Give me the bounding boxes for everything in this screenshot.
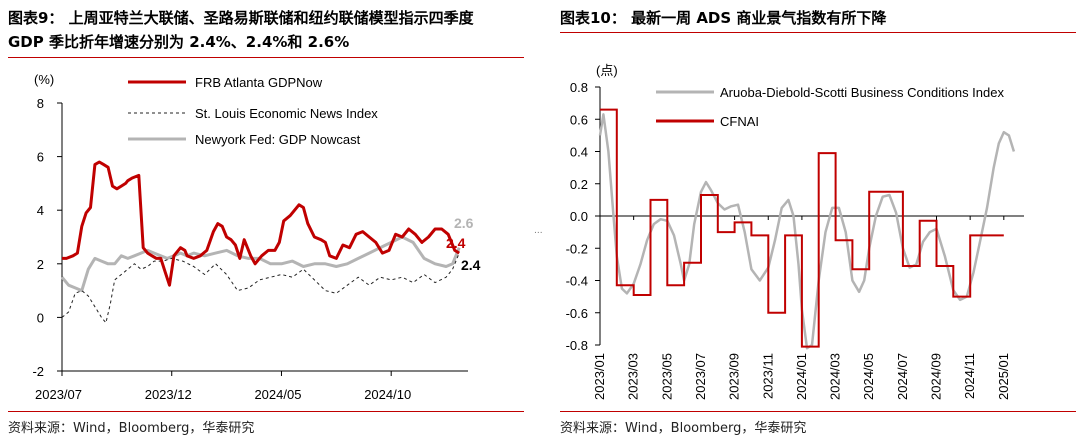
left-title-line-2: GDP 季比折年增速分别为 2.4%、2.4%和 2.6% xyxy=(8,33,350,51)
right-y-tick-label: 0.2 xyxy=(570,177,588,192)
left-x-tick-label: 2023/12 xyxy=(145,387,192,402)
right-x-tick-label: 2024/01 xyxy=(794,353,809,400)
left-end-label-0: 2.4 xyxy=(446,235,466,251)
left-source-text: 资料来源：Wind，Bloomberg，华泰研究 xyxy=(8,421,255,436)
left-series-line-1 xyxy=(61,252,460,324)
left-y-tick-label: 2 xyxy=(37,257,44,272)
left-series-line-2 xyxy=(60,235,461,293)
right-chart: (点) -0.8 -0.6 -0.4 -0.2 0.0 0.2 0.4 0.6 0.8 2023/0… xyxy=(566,63,1024,400)
left-legend-label-1: St. Louis Economic News Index xyxy=(195,106,378,121)
right-source-text: 资料来源：Wind，Bloomberg，华泰研究 xyxy=(560,421,807,436)
right-y-tick-label: 0.4 xyxy=(570,145,588,160)
left-y-tick-label: 0 xyxy=(37,310,44,325)
left-end-label-2: 2.6 xyxy=(454,215,474,231)
left-y-tick-label: 6 xyxy=(37,150,44,165)
right-x-tick-label: 2023/03 xyxy=(626,353,641,400)
left-title-rule xyxy=(8,57,524,58)
right-y-tick-label: -0.2 xyxy=(566,241,588,256)
left-chart-title: 图表9： 上周亚特兰大联储、圣路易斯联储和纽约联储模型指示四季度 GDP 季比折… xyxy=(8,6,528,54)
right-legend-label-1: CFNAI xyxy=(720,114,759,129)
right-x-tick-label: 2023/11 xyxy=(760,353,775,399)
divider-mark: ... xyxy=(534,226,543,236)
left-y-axis-label: (%) xyxy=(34,72,54,87)
left-y-tick-label: -2 xyxy=(32,364,44,379)
left-y-tick-label: 8 xyxy=(37,96,44,111)
right-y-tick-label: 0.8 xyxy=(570,80,588,95)
right-legend-label-0: Aruoba-Diebold-Scotti Business Condition… xyxy=(720,85,1004,100)
right-x-tick-label: 2025/01 xyxy=(996,353,1011,400)
right-x-tick-label: 2023/05 xyxy=(659,353,674,400)
right-x-tick-label: 2023/07 xyxy=(693,353,708,400)
left-source-rule xyxy=(8,411,524,412)
left-x-tick-label: 2024/05 xyxy=(254,387,301,402)
right-x-tick-label: 2024/11 xyxy=(962,353,977,399)
right-chart-title: 图表10： 最新一周 ADS 商业景气指数有所下降 xyxy=(560,6,1080,30)
right-x-tick-label: 2024/03 xyxy=(828,353,843,400)
left-x-tick-label: 2023/07 xyxy=(35,387,82,402)
left-series-line-0 xyxy=(62,160,460,287)
left-x-tick-label: 2024/10 xyxy=(364,387,411,402)
right-y-tick-label: 0.0 xyxy=(570,209,588,224)
right-x-tick-label: 2023/09 xyxy=(727,353,742,400)
left-panel: 图表9： 上周亚特兰大联储、圣路易斯联储和纽约联储模型指示四季度 GDP 季比折… xyxy=(0,0,530,440)
right-series-line-ads xyxy=(598,113,1016,350)
right-source-rule xyxy=(560,411,1076,412)
right-title-line-1: 图表10： 最新一周 ADS 商业景气指数有所下降 xyxy=(560,9,887,27)
right-panel: 图表10： 最新一周 ADS 商业景气指数有所下降 (点) -0.8 -0.6 -0.… xyxy=(552,0,1080,440)
right-y-axis-label: (点) xyxy=(596,63,618,78)
left-title-line-1: 图表9： 上周亚特兰大联储、圣路易斯联储和纽约联储模型指示四季度 xyxy=(8,9,474,27)
right-x-tick-label: 2023/01 xyxy=(592,353,607,400)
right-y-tick-label: -0.6 xyxy=(566,306,588,321)
left-legend-label-0: FRB Atlanta GDPNow xyxy=(195,75,323,90)
right-y-tick-label: -0.8 xyxy=(566,338,588,353)
right-title-rule xyxy=(560,32,1076,33)
right-x-tick-label: 2024/07 xyxy=(895,353,910,400)
right-y-tick-label: 0.6 xyxy=(570,112,588,127)
right-x-tick-label: 2024/05 xyxy=(861,353,876,400)
right-y-tick-label: -0.4 xyxy=(566,274,588,289)
left-chart: (%) -2 0 2 4 6 8 2023/07 2023/12 2024/05 2024/10 FR… xyxy=(32,72,481,402)
left-legend-label-2: Newyork Fed: GDP Nowcast xyxy=(195,132,361,147)
right-series-line-cfnai xyxy=(600,108,1004,348)
left-end-label-1: 2.4 xyxy=(461,257,481,273)
left-y-tick-label: 4 xyxy=(37,203,44,218)
right-x-tick-label: 2024/09 xyxy=(929,353,944,400)
